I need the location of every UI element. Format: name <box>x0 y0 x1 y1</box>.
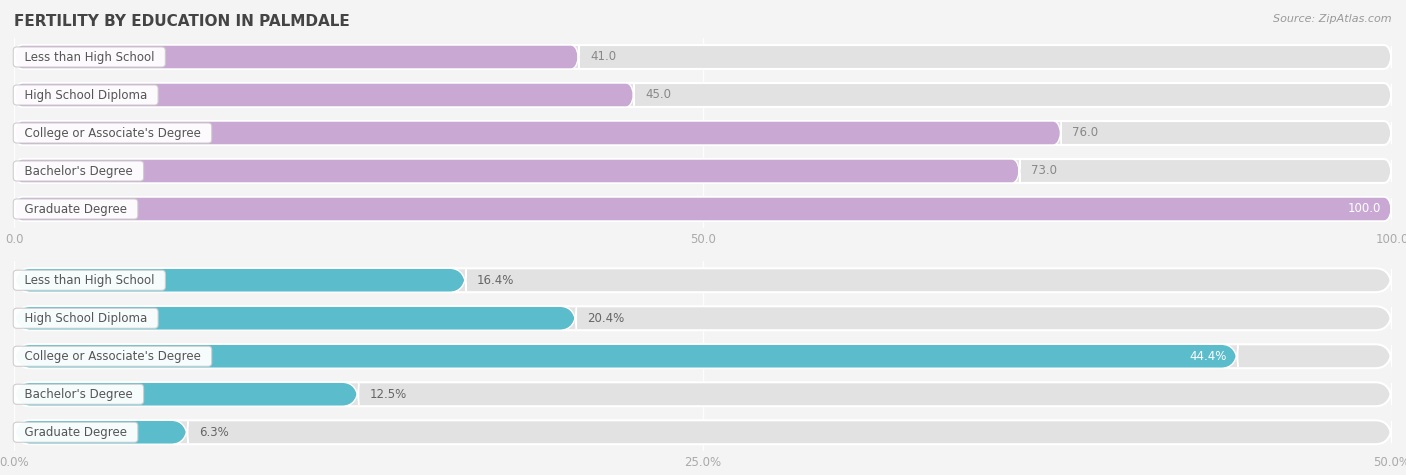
Text: High School Diploma: High School Diploma <box>17 312 155 325</box>
Text: Less than High School: Less than High School <box>17 50 162 64</box>
Text: 16.4%: 16.4% <box>477 274 515 287</box>
FancyBboxPatch shape <box>14 83 634 107</box>
FancyBboxPatch shape <box>14 420 1392 444</box>
Text: 100.0: 100.0 <box>1347 202 1381 216</box>
FancyBboxPatch shape <box>14 382 359 406</box>
FancyBboxPatch shape <box>14 121 1062 145</box>
FancyBboxPatch shape <box>14 197 1392 221</box>
Text: Less than High School: Less than High School <box>17 274 162 287</box>
Text: 45.0: 45.0 <box>645 88 671 102</box>
Text: 20.4%: 20.4% <box>588 312 624 325</box>
Text: Bachelor's Degree: Bachelor's Degree <box>17 164 141 178</box>
FancyBboxPatch shape <box>14 268 1392 292</box>
Text: 12.5%: 12.5% <box>370 388 406 401</box>
FancyBboxPatch shape <box>14 382 1392 406</box>
Text: 6.3%: 6.3% <box>198 426 228 439</box>
FancyBboxPatch shape <box>14 159 1019 183</box>
FancyBboxPatch shape <box>14 268 467 292</box>
FancyBboxPatch shape <box>14 306 1392 330</box>
Text: High School Diploma: High School Diploma <box>17 88 155 102</box>
Text: Graduate Degree: Graduate Degree <box>17 202 135 216</box>
Text: Graduate Degree: Graduate Degree <box>17 426 135 439</box>
FancyBboxPatch shape <box>14 197 1392 221</box>
FancyBboxPatch shape <box>14 45 1392 69</box>
FancyBboxPatch shape <box>14 344 1237 368</box>
FancyBboxPatch shape <box>14 45 579 69</box>
Text: Source: ZipAtlas.com: Source: ZipAtlas.com <box>1274 14 1392 24</box>
Text: Bachelor's Degree: Bachelor's Degree <box>17 388 141 401</box>
FancyBboxPatch shape <box>14 306 576 330</box>
Text: 76.0: 76.0 <box>1073 126 1098 140</box>
Text: 73.0: 73.0 <box>1031 164 1057 178</box>
FancyBboxPatch shape <box>14 344 1392 368</box>
Text: College or Associate's Degree: College or Associate's Degree <box>17 126 208 140</box>
Text: FERTILITY BY EDUCATION IN PALMDALE: FERTILITY BY EDUCATION IN PALMDALE <box>14 14 350 29</box>
FancyBboxPatch shape <box>14 121 1392 145</box>
Text: 41.0: 41.0 <box>591 50 616 64</box>
FancyBboxPatch shape <box>14 83 1392 107</box>
FancyBboxPatch shape <box>14 159 1392 183</box>
FancyBboxPatch shape <box>14 420 188 444</box>
Text: 44.4%: 44.4% <box>1189 350 1226 363</box>
Text: College or Associate's Degree: College or Associate's Degree <box>17 350 208 363</box>
